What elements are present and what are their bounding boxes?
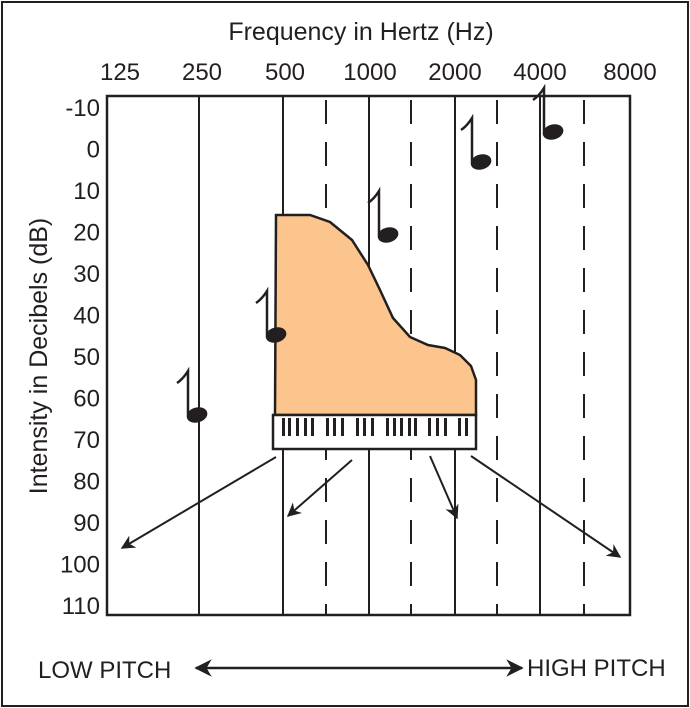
- black-key: [296, 418, 299, 436]
- black-key: [333, 418, 336, 436]
- y-tick-label: 20: [73, 220, 100, 247]
- black-key: [371, 418, 374, 436]
- note-head: [470, 154, 492, 170]
- note-head: [542, 124, 564, 140]
- note-head: [377, 227, 399, 243]
- black-key: [444, 418, 447, 436]
- y-tick-label: 70: [73, 427, 100, 454]
- black-key: [311, 418, 314, 436]
- x-tick-label: 8000: [603, 59, 656, 86]
- x-tick-label: 4000: [513, 59, 566, 86]
- arrows: [120, 455, 622, 677]
- piano: [271, 213, 478, 451]
- note-head: [186, 407, 208, 423]
- x-axis-label: Frequency in Hertz (Hz): [228, 18, 493, 46]
- note-stem: [532, 83, 546, 132]
- x-tick-label: 250: [182, 59, 222, 86]
- y-tick-label: -10: [65, 95, 100, 122]
- x-tick-label: 1000: [343, 59, 396, 86]
- note-stem: [367, 186, 381, 235]
- y-tick-label: 40: [73, 303, 100, 330]
- black-key: [400, 418, 403, 436]
- y-tick-label: 30: [73, 261, 100, 288]
- footer-left: LOW PITCH: [38, 657, 171, 684]
- black-key: [414, 418, 417, 436]
- black-key: [458, 418, 461, 436]
- notes: [176, 83, 564, 423]
- x-tick-label: 2000: [428, 59, 481, 86]
- footer-right: HIGH PITCH: [527, 655, 666, 682]
- black-key: [386, 418, 389, 436]
- y-tick-label: 10: [73, 178, 100, 205]
- y-tick-label: 60: [73, 386, 100, 413]
- black-key: [428, 418, 431, 436]
- black-key: [363, 418, 366, 436]
- note-head: [265, 327, 287, 343]
- black-key: [341, 418, 344, 436]
- black-key: [288, 418, 291, 436]
- y-tick-label: 110: [62, 593, 100, 620]
- y-tick-label: 0: [87, 137, 100, 164]
- y-axis-label: Intensity in Decibels (dB): [25, 218, 53, 495]
- x-tick-label: 125: [100, 59, 140, 86]
- black-key: [465, 418, 468, 436]
- black-key: [304, 418, 307, 436]
- black-key: [326, 418, 329, 436]
- black-key: [393, 418, 396, 436]
- y-tick-label: 50: [73, 344, 100, 371]
- black-key: [356, 418, 359, 436]
- black-key: [282, 418, 285, 436]
- note-stem: [255, 286, 269, 335]
- y-tick-label: 90: [73, 510, 100, 537]
- black-key: [436, 418, 439, 436]
- x-tick-label: 500: [265, 59, 305, 86]
- y-tick-label: 80: [73, 469, 100, 496]
- black-key: [408, 418, 411, 436]
- note-stem: [460, 113, 474, 162]
- note-stem: [176, 366, 190, 415]
- y-tick-label: 100: [60, 552, 100, 579]
